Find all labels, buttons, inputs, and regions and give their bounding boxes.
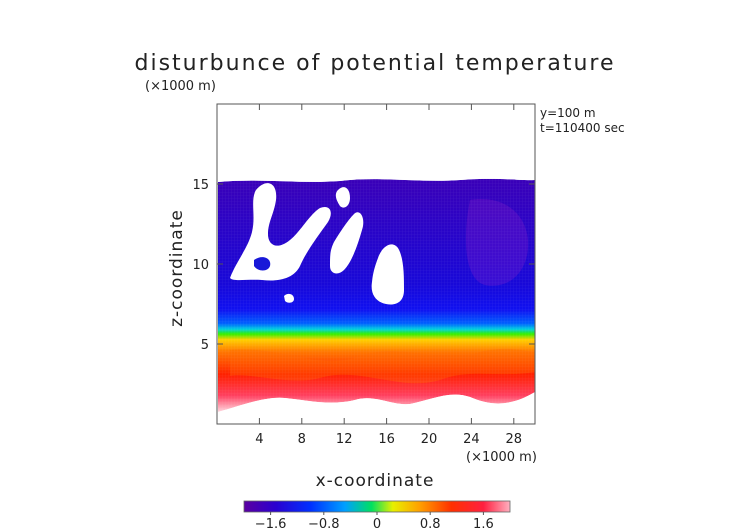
hole-1 — [230, 183, 331, 281]
y-axis-label: z-coordinate — [167, 209, 187, 327]
y-ticks: 5 10 15 — [192, 178, 535, 353]
x-tick-label: 8 — [298, 432, 306, 447]
y-tick-label: 15 — [192, 178, 209, 193]
x-tick-label: 12 — [336, 432, 353, 447]
hole-4 — [335, 187, 350, 208]
colorbar-ticks: −1.6 −0.8 0 0.8 1.6 — [255, 512, 494, 532]
colorbar-tick-label: −1.6 — [255, 517, 287, 532]
colorbar-tick-label: 0 — [373, 517, 381, 532]
x-ticks: 4 8 12 16 20 24 28 — [255, 104, 522, 447]
colorbar-tick-label: 0.8 — [420, 517, 441, 532]
x-tick-label: 24 — [463, 432, 480, 447]
chart-title: disturbunce of potential temperature — [135, 51, 616, 76]
hole-5 — [371, 244, 404, 305]
x-tick-label: 16 — [378, 432, 395, 447]
colorbar-tick-label: 1.6 — [473, 517, 494, 532]
y-tick-label: 5 — [201, 338, 209, 353]
hole-3 — [330, 212, 364, 274]
bottom-blank — [217, 392, 535, 424]
unit-note: (×1000 m) — [145, 79, 216, 94]
x-axis-label: x-coordinate — [316, 471, 435, 491]
x-tick-label: 4 — [255, 432, 263, 447]
x-axis-unit: (×1000 m) — [466, 450, 537, 465]
y-tick-label: 10 — [192, 258, 209, 273]
top-blank — [217, 104, 535, 182]
hole-2 — [254, 257, 271, 271]
x-tick-label: 28 — [506, 432, 523, 447]
annotation-y: y=100 m — [540, 106, 596, 120]
plot-area — [217, 104, 535, 424]
colorbar — [243, 500, 511, 513]
hole-6 — [284, 293, 294, 303]
colorbar-tick-label: −0.8 — [308, 517, 340, 532]
annotation-t: t=110400 sec — [540, 121, 625, 135]
x-tick-label: 20 — [421, 432, 438, 447]
